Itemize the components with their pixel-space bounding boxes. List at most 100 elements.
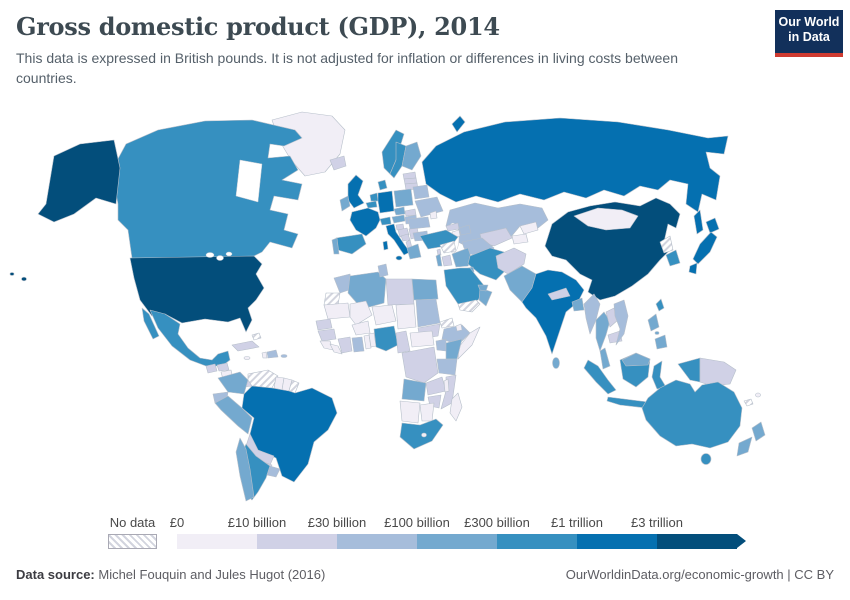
country-new-zealand-south[interactable] — [736, 436, 753, 457]
country-togo[interactable] — [363, 334, 372, 350]
country-ukraine[interactable] — [414, 196, 444, 218]
country-sudan[interactable] — [415, 298, 441, 328]
country-philippines-mindanao[interactable] — [654, 334, 668, 350]
country-greece[interactable] — [406, 243, 422, 260]
country-czechia[interactable] — [393, 206, 406, 216]
country-oman[interactable] — [478, 287, 493, 307]
country-new-caledonia[interactable] — [743, 398, 754, 407]
country-mali[interactable] — [349, 300, 373, 326]
license-link[interactable]: OurWorldinData.org/economic-growth | CC … — [565, 567, 834, 582]
country-united-states[interactable] — [129, 255, 265, 333]
country-japan-kyushu[interactable] — [688, 262, 698, 275]
legend-segment[interactable] — [657, 534, 737, 549]
country-malaysia-borneo[interactable] — [621, 352, 651, 367]
country-malawi[interactable] — [443, 378, 450, 393]
country-dr-congo[interactable] — [401, 346, 439, 384]
country-honduras[interactable] — [216, 362, 230, 372]
country-eritrea[interactable] — [439, 317, 455, 329]
country-bahamas[interactable] — [251, 332, 262, 341]
country-japan-honshu[interactable] — [692, 231, 718, 265]
owid-logo[interactable]: Our World in Data — [775, 10, 843, 57]
country-moldova[interactable] — [429, 210, 438, 220]
country-djibouti[interactable] — [455, 323, 463, 332]
country-libya[interactable] — [385, 278, 415, 306]
country-portugal[interactable] — [331, 237, 340, 255]
country-japan-hokkaido[interactable] — [705, 217, 720, 234]
country-united-arab-emirates[interactable] — [477, 284, 489, 292]
country-peru[interactable] — [214, 395, 253, 435]
country-romania[interactable] — [407, 216, 431, 230]
country-australia-tasmania[interactable] — [700, 453, 712, 465]
country-new-zealand-north[interactable] — [751, 421, 766, 442]
country-algeria[interactable] — [347, 271, 387, 310]
country-belarus[interactable] — [412, 184, 430, 200]
country-indonesia-sulawesi[interactable] — [651, 360, 667, 390]
country-papua-new-guinea[interactable] — [699, 357, 737, 387]
country-iceland[interactable] — [329, 155, 347, 171]
country-taiwan[interactable] — [655, 298, 665, 312]
legend-no-data-swatch[interactable] — [108, 534, 157, 549]
country-nepal[interactable] — [547, 287, 571, 301]
legend-segment[interactable] — [337, 534, 417, 549]
country-israel[interactable] — [435, 253, 443, 267]
country-egypt[interactable] — [411, 278, 439, 301]
country-cameroon[interactable] — [395, 330, 411, 354]
country-azerbaijan[interactable] — [458, 224, 472, 236]
country-south-korea[interactable] — [665, 249, 681, 267]
country-mauritania[interactable] — [323, 302, 351, 320]
country-jordan[interactable] — [441, 254, 453, 267]
country-lebanon[interactable] — [436, 248, 442, 256]
legend-segment[interactable] — [497, 534, 577, 549]
country-italy-sicily[interactable] — [395, 255, 403, 261]
country-austria[interactable] — [391, 214, 406, 224]
country-colombia[interactable] — [217, 371, 249, 395]
country-switzerland[interactable] — [379, 216, 392, 226]
country-finland[interactable] — [401, 141, 422, 171]
country-mongolia[interactable] — [573, 207, 639, 231]
country-vietnam[interactable] — [613, 299, 629, 346]
country-niger[interactable] — [371, 304, 397, 326]
country-canada[interactable] — [111, 119, 303, 259]
country-sri-lanka[interactable] — [552, 357, 560, 369]
country-united-states-hawaii[interactable] — [21, 276, 27, 282]
country-philippines-luzon[interactable] — [647, 313, 660, 332]
country-russia-novaya-zemlya[interactable] — [451, 115, 466, 133]
country-chile[interactable] — [235, 437, 255, 502]
country-germany[interactable] — [377, 190, 395, 214]
country-russia-sakhalin[interactable] — [693, 209, 704, 235]
country-tajikistan[interactable] — [511, 233, 529, 245]
country-lesotho[interactable] — [421, 432, 427, 438]
country-madagascar[interactable] — [449, 392, 463, 422]
legend-segment[interactable] — [417, 534, 497, 549]
country-nigeria[interactable] — [373, 325, 399, 352]
data-source-text[interactable]: Michel Fouquin and Jules Hugot (2016) — [94, 567, 326, 582]
country-united-kingdom[interactable] — [347, 174, 365, 209]
country-belgium[interactable] — [365, 200, 378, 209]
country-thailand[interactable] — [595, 311, 611, 352]
country-venezuela[interactable] — [247, 369, 279, 389]
country-france[interactable] — [349, 207, 381, 237]
legend-segment[interactable] — [577, 534, 657, 549]
country-central-african-republic[interactable] — [409, 330, 435, 348]
country-netherlands[interactable] — [369, 192, 379, 202]
country-tunisia[interactable] — [377, 263, 389, 278]
country-burkina-faso[interactable] — [351, 320, 371, 336]
country-mexico-baja[interactable] — [141, 307, 160, 340]
country-united-states-alaska[interactable] — [37, 139, 121, 223]
country-bangladesh[interactable] — [571, 297, 585, 312]
country-fiji[interactable] — [755, 392, 761, 398]
country-russia[interactable] — [421, 117, 729, 213]
country-jamaica[interactable] — [243, 356, 251, 360]
country-indonesia-java[interactable] — [606, 396, 649, 409]
country-syria[interactable] — [439, 240, 457, 254]
country-angola[interactable] — [401, 378, 427, 402]
country-uruguay[interactable] — [266, 465, 281, 478]
country-denmark[interactable] — [377, 179, 388, 191]
country-ghana[interactable] — [351, 336, 365, 353]
country-ivory-coast[interactable] — [337, 336, 353, 354]
country-liberia[interactable] — [329, 343, 343, 355]
country-indonesia-west-papua[interactable] — [677, 357, 701, 383]
country-puerto-rico[interactable] — [280, 354, 288, 358]
country-tanzania[interactable] — [436, 358, 458, 376]
country-afghanistan[interactable] — [495, 247, 527, 275]
